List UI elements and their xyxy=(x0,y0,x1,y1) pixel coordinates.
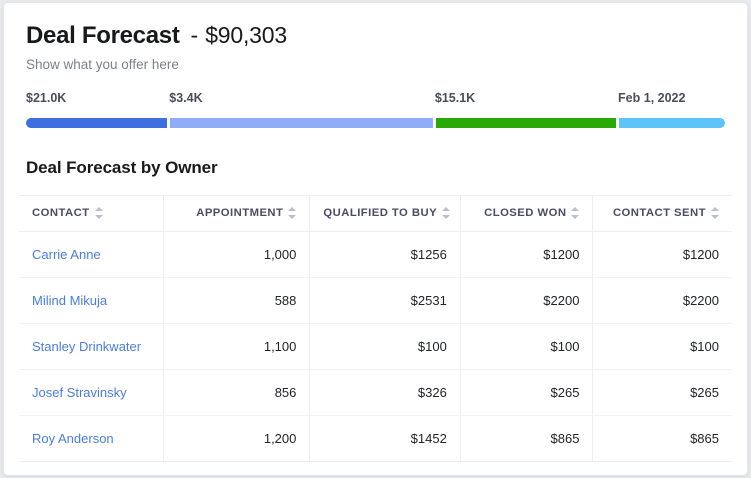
deal-forecast-card: Deal Forecast - $90,303 Show what you of… xyxy=(3,2,748,476)
contact-link[interactable]: Josef Stravinsky xyxy=(32,385,127,400)
cell-appointment: 856 xyxy=(162,369,310,416)
table-footer: 4,744$5,665$4630$4630 xyxy=(19,461,732,475)
total-contact xyxy=(19,461,164,475)
column-header-label: CONTACT SENT xyxy=(612,207,706,219)
column-header-inner: QUALIFIED TO BUY xyxy=(323,207,451,219)
cell-contact: Stanley Drinkwater xyxy=(19,323,164,370)
cell-qualified-to-buy: $326 xyxy=(309,369,461,416)
column-header-appointment[interactable]: APPOINTMENT xyxy=(162,195,310,232)
column-header-label: CONTACT xyxy=(32,207,90,219)
section-title: Deal Forecast by Owner xyxy=(26,158,218,177)
cell-appointment: 1,000 xyxy=(162,231,310,278)
column-header-contact[interactable]: CONTACT xyxy=(19,195,164,232)
cell-qualified-to-buy: $100 xyxy=(309,323,461,370)
cell-contact-sent: $2200 xyxy=(592,277,732,324)
table-row: Stanley Drinkwater 1,100 $100 $100 $100 xyxy=(19,323,732,370)
total-contact-sent: $4630 xyxy=(592,461,732,475)
table-row: Carrie Anne 1,000 $1256 $1200 $1200 xyxy=(19,231,732,278)
total-closed-won: $4630 xyxy=(459,461,593,475)
column-header-qualified-to-buy[interactable]: QUALIFIED TO BUY xyxy=(309,195,461,232)
progress-segment-label-4: Feb 1, 2022 xyxy=(618,91,686,105)
progress-segment-3[interactable] xyxy=(435,118,617,128)
progress-segment-label-3: $15.1K xyxy=(434,91,476,105)
cell-appointment: 588 xyxy=(162,277,310,324)
contact-link[interactable]: Milind Mikuja xyxy=(32,293,108,308)
column-header-inner: APPOINTMENT xyxy=(196,207,297,219)
contact-link[interactable]: Roy Anderson xyxy=(32,431,114,446)
column-header-inner: CONTACT SENT xyxy=(613,207,719,219)
progress-bar-labels: $21.0K $3.4K $15.1K Feb 1, 2022 xyxy=(26,91,725,109)
progress-segment-2[interactable] xyxy=(170,118,433,128)
sort-icon[interactable] xyxy=(442,207,451,219)
cell-closed-won: $1200 xyxy=(459,231,593,278)
card-subtitle: Show what you offer here xyxy=(26,57,179,72)
cell-appointment: 1,100 xyxy=(162,323,310,370)
cell-qualified-to-buy: $2531 xyxy=(309,277,461,324)
column-header-label: QUALIFIED TO BUY xyxy=(323,207,438,219)
cell-qualified-to-buy: $1452 xyxy=(309,415,461,462)
total-qualified-to-buy: $5,665 xyxy=(309,461,461,475)
column-header-closed-won[interactable]: CLOSED WON xyxy=(459,195,593,232)
title-separator: - xyxy=(190,22,199,48)
card-header: Deal Forecast - $90,303 Show what you of… xyxy=(4,3,747,137)
progress-segment-label-2: $3.4K xyxy=(169,91,203,105)
deal-forecast-table-wrap: CONTACT APPOINTMENT QUALIFIED TO BUY CLOSED… xyxy=(19,195,732,475)
sort-icon[interactable] xyxy=(94,207,103,219)
page-title: Deal Forecast - $90,303 xyxy=(26,22,725,50)
cell-contact-sent: $1200 xyxy=(592,231,732,278)
cell-closed-won: $100 xyxy=(459,323,593,370)
forecast-progress-bar: $21.0K $3.4K $15.1K Feb 1, 2022 xyxy=(26,91,725,137)
deal-forecast-table: CONTACT APPOINTMENT QUALIFIED TO BUY CLOSED… xyxy=(19,195,732,475)
table-header-row: CONTACT APPOINTMENT QUALIFIED TO BUY CLOSED… xyxy=(19,195,732,232)
contact-link[interactable]: Carrie Anne xyxy=(32,247,101,262)
total-appointment: 4,744 xyxy=(162,461,310,475)
table-header: CONTACT APPOINTMENT QUALIFIED TO BUY CLOSED… xyxy=(19,195,732,232)
progress-segment-4[interactable] xyxy=(619,118,725,128)
cell-contact: Milind Mikuja xyxy=(19,277,164,324)
table-row: Milind Mikuja 588 $2531 $2200 $2200 xyxy=(19,277,732,324)
title-total-amount: $90,303 xyxy=(205,22,287,48)
sort-icon[interactable] xyxy=(711,207,719,219)
table-row: Roy Anderson 1,200 $1452 $865 $865 xyxy=(19,415,732,462)
progress-segment-label-1: $21.0K xyxy=(26,91,67,105)
contact-link[interactable]: Stanley Drinkwater xyxy=(32,339,142,354)
cell-qualified-to-buy: $1256 xyxy=(309,231,461,278)
cell-contact: Roy Anderson xyxy=(19,416,163,462)
cell-closed-won: $265 xyxy=(459,369,593,416)
cell-contact-sent: $865 xyxy=(592,415,732,462)
column-header-inner: CLOSED WON xyxy=(484,207,580,219)
column-header-inner: CONTACT xyxy=(32,207,103,219)
cell-closed-won: $865 xyxy=(459,415,593,462)
column-header-contact-sent[interactable]: CONTACT SENT xyxy=(592,195,732,232)
table-row: Josef Stravinsky 856 $326 $265 $265 xyxy=(19,369,732,416)
sort-icon[interactable] xyxy=(288,207,297,219)
cell-closed-won: $2200 xyxy=(459,277,593,324)
cell-contact: Carrie Anne xyxy=(19,231,164,278)
column-header-label: APPOINTMENT xyxy=(196,207,284,219)
cell-contact-sent: $100 xyxy=(592,323,732,370)
progress-bar-track xyxy=(26,118,725,128)
sort-icon[interactable] xyxy=(571,207,580,219)
title-main-text: Deal Forecast xyxy=(26,22,180,49)
cell-contact: Josef Stravinsky xyxy=(19,369,164,416)
progress-segment-1[interactable] xyxy=(26,118,168,128)
table-totals-row: 4,744$5,665$4630$4630 xyxy=(19,461,732,475)
table-body: Carrie Anne 1,000 $1256 $1200 $1200 Milind Mi… xyxy=(19,231,732,462)
cell-contact-sent: $265 xyxy=(592,369,732,416)
cell-appointment: 1,200 xyxy=(162,415,310,462)
column-header-label: CLOSED WON xyxy=(484,207,567,219)
